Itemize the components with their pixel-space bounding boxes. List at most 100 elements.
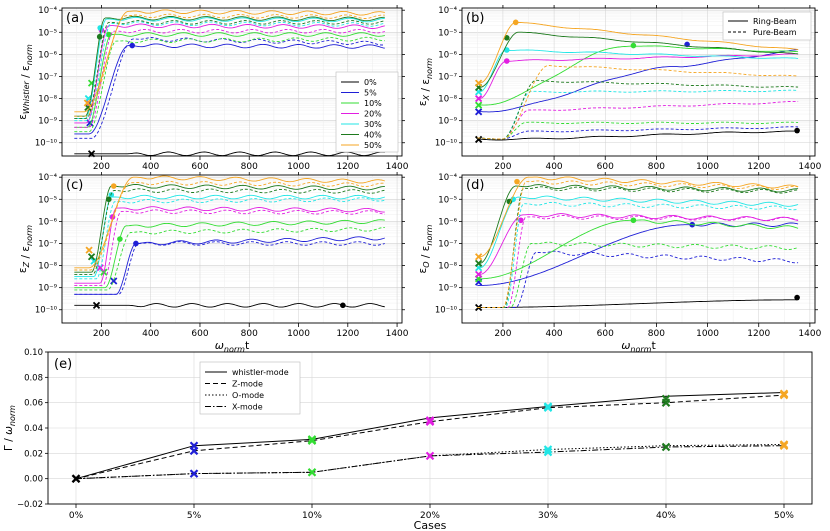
- marker-cross-0pct: [92, 301, 101, 309]
- legend-label: whistler-mode: [232, 368, 289, 377]
- series-line-50pct-solid: [74, 175, 385, 269]
- series-line-30pct-solid: [477, 195, 799, 269]
- series-line-40pct-dashed: [477, 186, 799, 308]
- series-line-5pct-dashed: [477, 250, 799, 308]
- y-tick-label: 10⁻¹⁰: [35, 306, 58, 316]
- x-tick-label: 1000: [287, 162, 310, 172]
- y-tick-label: 10⁻⁸: [38, 262, 57, 272]
- x-tick-label: 30%: [538, 511, 558, 521]
- series-line-10pct-dashed: [74, 226, 385, 291]
- legend-label: 10%: [364, 99, 382, 108]
- series-line-5pct-solid: [477, 49, 799, 113]
- series-line-50pct-dashed: [477, 180, 799, 308]
- x-tick-label: 400: [142, 329, 159, 339]
- y-tick-label: 10⁻⁷: [38, 72, 57, 82]
- series-line-50pct-dashed: [74, 13, 385, 117]
- series-line-40pct-dashed: [74, 20, 385, 119]
- y-tick-label: 0.10: [24, 348, 43, 358]
- marker-dot-40pct: [503, 35, 510, 41]
- x-tick-label: 200: [494, 329, 511, 339]
- marker-dot-50pct: [110, 183, 117, 189]
- series-line-40pct-dashed: [477, 79, 799, 140]
- plot-frame: [461, 174, 816, 324]
- y-tick-label: 10⁻⁵: [38, 195, 57, 205]
- x-tick-label: 1400: [798, 329, 821, 339]
- y-tick-label: 0.08: [24, 373, 43, 383]
- x-tick-label: 5%: [187, 511, 202, 521]
- y-tick-label: 10⁻⁷: [438, 72, 457, 82]
- y-tick-label: 10⁻¹⁰: [35, 139, 58, 149]
- panel-d: 10⁻¹⁰ 10⁻⁹ 10⁻⁸ 10⁻⁷ 10⁻⁶ 10⁻⁵ 10⁻⁴ 200 400 600 80…: [417, 172, 822, 354]
- panel-c: 10⁻¹⁰ 10⁻⁹ 10⁻⁸ 10⁻⁷ 10⁻⁶ 10⁻⁵ 10⁻⁴ 200 400 600 80…: [17, 172, 409, 354]
- y-tick-label: 10⁻¹⁰: [435, 139, 458, 149]
- series-line-20pct-dashed: [477, 100, 799, 140]
- series-line-40pct-solid: [74, 15, 385, 117]
- marker-dot-5pct: [133, 240, 139, 247]
- x-tick-label: 1200: [336, 162, 359, 172]
- legend-label: X-mode: [232, 403, 263, 412]
- x-tick-label: 600: [191, 329, 208, 339]
- y-tick-label: −0.02: [17, 500, 43, 510]
- y-axis-label: εO / εnorm: [417, 224, 434, 273]
- series-line-30pct-solid: [477, 49, 799, 93]
- marker-dot-10pct: [630, 217, 637, 224]
- y-tick-label: 10⁻⁷: [38, 239, 57, 249]
- y-tick-label: 10⁻⁴: [38, 173, 57, 183]
- x-tick-label: 600: [191, 162, 208, 172]
- y-tick-label: 10⁻⁴: [38, 6, 57, 16]
- marker-cross-40pct: [474, 259, 483, 267]
- y-tick-label: 10⁻⁶: [438, 217, 457, 227]
- series-line-0pct-solid: [477, 130, 799, 141]
- panel-b: 10⁻¹⁰ 10⁻⁹ 10⁻⁸ 10⁻⁷ 10⁻⁶ 10⁻⁵ 10⁻⁴ 200 400 600 80…: [417, 5, 822, 172]
- x-tick-label: 600: [597, 329, 614, 339]
- y-tick-label: 10⁻⁵: [38, 28, 57, 38]
- panel-a: 10⁻¹⁰ 10⁻⁹ 10⁻⁸ 10⁻⁷ 10⁻⁶ 10⁻⁵ 10⁻⁴ 200 400 600 80…: [17, 5, 409, 172]
- legend-label: O-mode: [232, 391, 264, 400]
- series-line-30pct-solid: [74, 194, 385, 278]
- panel-label: (a): [66, 11, 84, 26]
- y-tick-label: 0.06: [24, 399, 43, 409]
- y-tick-label: 0.02: [24, 449, 43, 459]
- x-tick-label: 1200: [747, 162, 770, 172]
- series-line-5pct-dashed: [477, 126, 799, 140]
- marker-cross-5pct: [474, 108, 483, 116]
- y-tick-label: 10⁻⁹: [438, 117, 457, 127]
- grid: [48, 351, 812, 505]
- y-tick-label: 10⁻⁸: [438, 262, 457, 272]
- series-line-5pct-solid: [477, 222, 799, 286]
- series-line-40pct-solid: [477, 184, 799, 264]
- marker-cross-10pct: [307, 436, 317, 445]
- marker-dot-40pct: [96, 33, 103, 40]
- marker-cross-0pct: [474, 135, 483, 144]
- series-line-50pct-solid: [477, 21, 799, 84]
- legend-box: [199, 361, 301, 415]
- y-axis-label: εZ / εnorm: [17, 225, 34, 273]
- x-tick-label: 1400: [386, 329, 409, 339]
- x-tick-label: 400: [142, 162, 159, 172]
- series-line-40pct-dashed: [74, 188, 385, 275]
- x-tick-label: 800: [648, 162, 665, 172]
- x-tick-label: 800: [241, 329, 258, 339]
- marker-dot-5pct: [129, 42, 136, 49]
- panel-label: (b): [466, 11, 484, 26]
- x-tick-label: 1200: [747, 329, 770, 339]
- x-tick-label: 800: [648, 329, 665, 339]
- x-tick-label: 200: [494, 162, 511, 172]
- marker-cross-50pct: [85, 246, 93, 254]
- y-tick-label: 10⁻⁴: [438, 6, 457, 16]
- marker-cross-20pct: [425, 417, 435, 426]
- series-group: [474, 176, 800, 312]
- legend-label: Z-mode: [232, 380, 263, 389]
- marker-cross-5pct: [110, 277, 118, 285]
- marker-dot-20pct: [503, 58, 510, 64]
- plot-frame: [61, 7, 403, 157]
- marker-cross-50pct: [474, 253, 483, 261]
- legend-label: 50%: [364, 141, 382, 150]
- marker-cross-50pct: [779, 441, 789, 451]
- marker-cross-40pct: [661, 442, 671, 452]
- y-axis-label: εX / εnorm: [417, 58, 434, 106]
- y-tick-label: 10⁻⁵: [438, 28, 457, 38]
- legend-label: Pure-Beam: [753, 28, 797, 37]
- plot-frame: [61, 174, 403, 324]
- panel-label: (c): [66, 178, 83, 193]
